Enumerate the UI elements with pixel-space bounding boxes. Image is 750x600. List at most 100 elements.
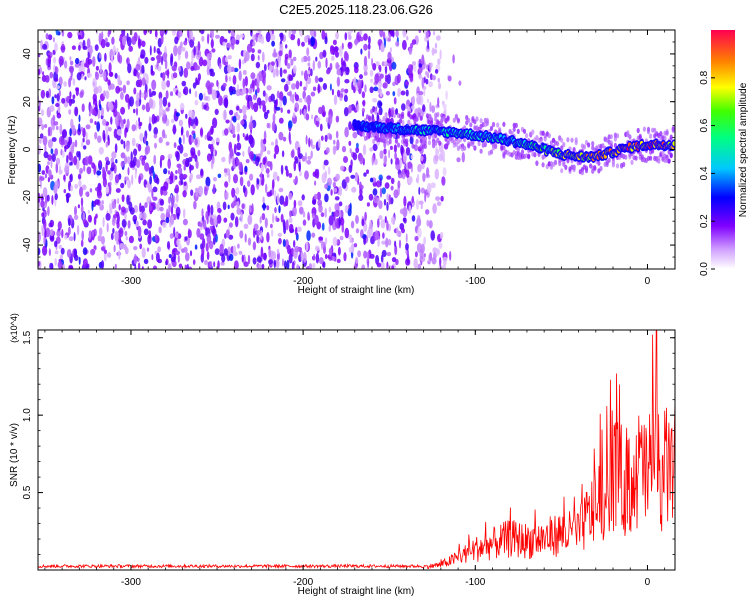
heatmap-noise-cell [127, 167, 130, 176]
heatmap-noise-cell [241, 254, 244, 263]
heatmap-noise-cell [233, 173, 238, 184]
heatmap-noise-cell [131, 174, 134, 186]
heatmap-halo-cell [522, 128, 527, 134]
heatmap-noise-cell [155, 252, 160, 263]
heatmap-halo-cell [564, 164, 568, 170]
heatmap-noise-cell [58, 55, 64, 66]
heatmap-noise-cell [195, 187, 199, 198]
heatmap-noise-cell [321, 105, 326, 113]
heatmap-halo-cell [531, 129, 535, 135]
heatmap-halo-cell [667, 158, 671, 164]
heatmap-halo-cell [525, 133, 529, 139]
heatmap-noise-cell [363, 250, 368, 259]
heatmap-noise-cell [350, 220, 355, 229]
heatmap-noise-cell [275, 215, 278, 222]
heatmap-noise-cell [222, 41, 226, 47]
bottom-y-axis-label: SNR (10 * v/v) [9, 423, 20, 487]
heatmap-noise-cell [392, 81, 396, 87]
heatmap-noise-cell [275, 258, 280, 269]
heatmap-noise-cell [431, 256, 437, 265]
heatmap-noise-cell [332, 181, 337, 188]
heatmap-noise-cell [141, 212, 147, 221]
heatmap-noise-cell [173, 45, 178, 57]
heatmap-noise-cell [81, 141, 84, 148]
heatmap-noise-cell [352, 131, 358, 139]
heatmap-noise-cell [183, 164, 186, 171]
heatmap-noise-cell [423, 236, 426, 245]
heatmap-halo-cell [434, 133, 438, 139]
heatmap-noise-cell [54, 148, 58, 156]
heatmap-noise-cell [114, 230, 119, 242]
heatmap-noise-cell [321, 222, 325, 231]
heatmap-noise-cell [253, 223, 259, 231]
heatmap-noise-cell [352, 152, 358, 161]
heatmap-noise-cell [402, 39, 407, 51]
heatmap-noise-cell [116, 129, 122, 136]
heatmap-noise-cell [130, 151, 133, 162]
heatmap-noise-cell [51, 195, 54, 205]
heatmap-noise-cell [360, 48, 363, 55]
heatmap-halo-cell [572, 147, 576, 153]
heatmap-noise-cell [393, 144, 397, 153]
heatmap-noise-cell [199, 233, 205, 240]
heatmap-noise-cell [141, 64, 145, 74]
heatmap-noise-cell [148, 116, 151, 125]
heatmap-noise-cell [383, 198, 387, 206]
heatmap-noise-cell [236, 201, 240, 210]
heatmap-noise-cell [219, 243, 224, 255]
heatmap-noise-cell [301, 155, 306, 162]
heatmap-noise-cell [327, 166, 331, 176]
heatmap-noise-cell [40, 109, 45, 117]
heatmap-noise-cell [434, 42, 438, 49]
heatmap-noise-cell [348, 121, 352, 131]
heatmap-noise-cell [59, 164, 61, 176]
heatmap-noise-cell [151, 254, 154, 261]
heatmap-noise-cell [213, 177, 217, 182]
heatmap-noise-cell [393, 97, 397, 105]
heatmap-noise-cell [355, 256, 359, 264]
heatmap-noise-cell [395, 164, 401, 170]
heatmap-noise-cell [390, 216, 396, 225]
heatmap-noise-cell [255, 32, 258, 43]
heatmap-noise-cell [363, 33, 368, 41]
heatmap-noise-cell [108, 184, 112, 195]
heatmap-noise-cell [81, 73, 84, 80]
heatmap-noise-cell [291, 83, 296, 90]
heatmap-noise-cell [380, 43, 385, 53]
heatmap-noise-cell [138, 175, 142, 184]
heatmap-noise-cell [341, 223, 345, 233]
heatmap-noise-cell [143, 135, 147, 144]
heatmap-noise-cell [435, 196, 441, 202]
heatmap-halo-cell [597, 160, 601, 166]
heatmap-noise-cell [252, 241, 257, 251]
heatmap-noise-cell [290, 150, 295, 159]
heatmap-noise-cell [318, 204, 323, 213]
heatmap-noise-cell [387, 37, 392, 42]
heatmap-noise-cell [256, 178, 260, 185]
heatmap-noise-cell [57, 105, 61, 113]
heatmap-noise-cell [425, 78, 429, 85]
heatmap-noise-cell [188, 117, 191, 129]
heatmap-noise-cell [186, 130, 189, 138]
heatmap-noise-cell [282, 95, 287, 106]
heatmap-noise-cell [411, 39, 417, 45]
heatmap-noise-cell [305, 113, 310, 121]
heatmap-noise-cell [418, 63, 423, 68]
heatmap-noise-cell [268, 248, 271, 258]
heatmap-noise-cell [76, 224, 80, 236]
heatmap-noise-cell [403, 195, 407, 207]
heatmap-halo-cell [477, 140, 481, 147]
heatmap-halo-cell [611, 162, 616, 168]
heatmap-noise-cell [133, 108, 136, 114]
heatmap-noise-cell [256, 229, 262, 236]
heatmap-noise-cell [385, 91, 390, 96]
heatmap-noise-cell [316, 191, 321, 201]
heatmap-halo-cell [566, 137, 570, 143]
heatmap-noise-cell [330, 45, 335, 55]
heatmap-noise-cell [265, 183, 268, 194]
heatmap-noise-cell [210, 204, 214, 216]
heatmap-noise-cell [108, 72, 113, 77]
heatmap-noise-cell [313, 193, 318, 200]
heatmap-noise-cell [235, 88, 241, 97]
heatmap-noise-cell [366, 202, 370, 207]
